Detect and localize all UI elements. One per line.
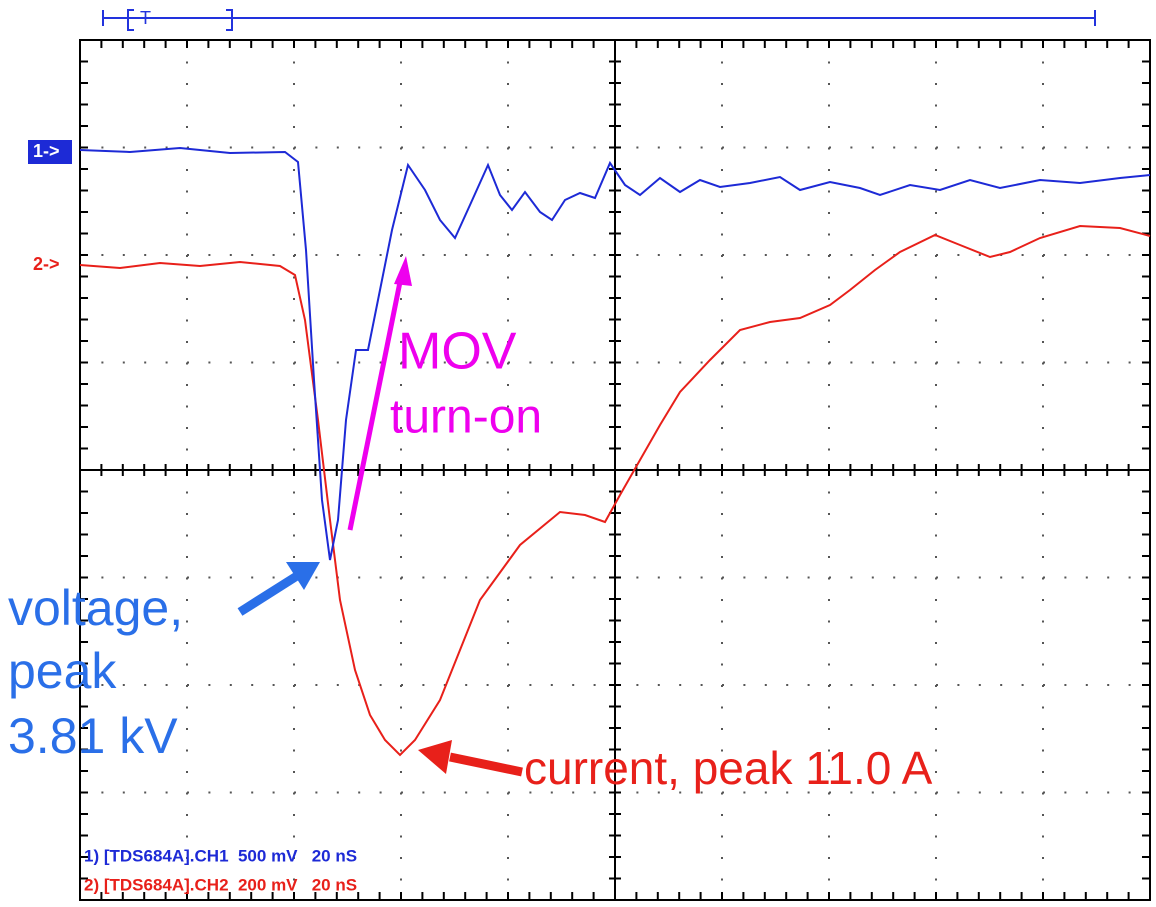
trigger-label: T [140,8,151,28]
ch1-trace [79,146,1151,561]
voltage-arrow [237,570,303,616]
mov-arrow-head [394,256,412,286]
current-arrow-head [418,740,452,774]
ch2-marker: 2-> [33,254,60,274]
mov-label: turn-on [390,391,542,444]
current-label: current, peak 11.0 A [524,742,933,794]
ch2-trace [79,224,1151,757]
voltage-label: voltage, [8,580,183,636]
mov-arrow [347,271,405,531]
ch1-marker: 1-> [33,141,60,161]
ch1-readout: 1) [TDS684A].CH1 500 mV 20 nS [84,846,357,865]
ch1-marker-box [28,140,72,164]
voltage-label: 3.81 kV [8,708,178,764]
mov-label: MOV [398,323,517,381]
graticule [79,39,1151,901]
voltage-arrow-head [286,562,320,590]
trigger-bar [102,9,1096,31]
current-arrow [449,752,523,777]
voltage-label: peak [8,643,117,699]
ch2-readout: 2) [TDS684A].CH2 200 mV 20 nS [84,875,357,894]
